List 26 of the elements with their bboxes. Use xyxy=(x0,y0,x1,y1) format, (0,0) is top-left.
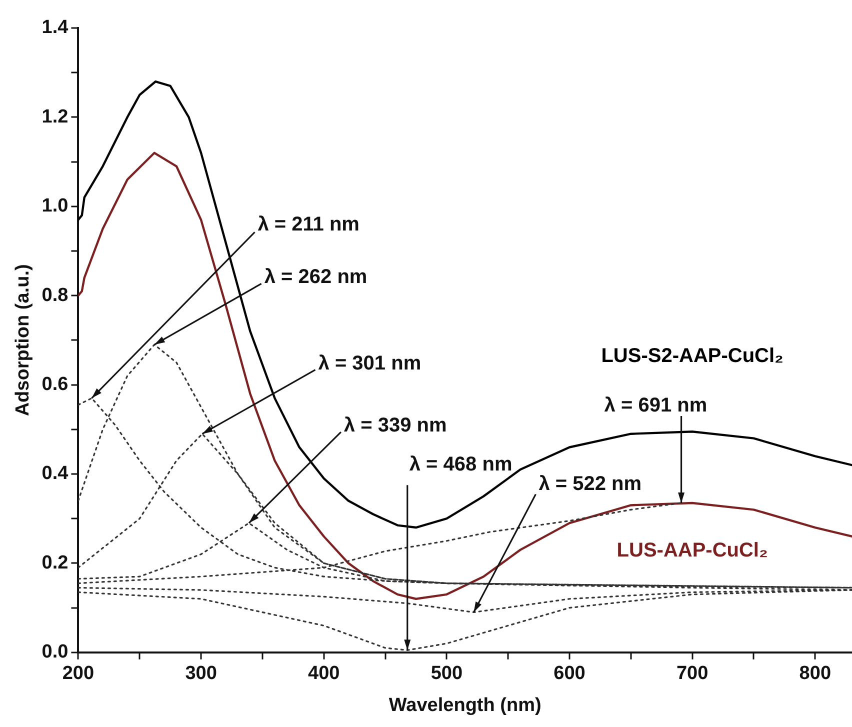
y-tick-label: 1.0 xyxy=(42,196,68,217)
y-axis-title: Adsorption (a.u.) xyxy=(12,264,34,416)
y-tick-label: 0.6 xyxy=(42,374,68,396)
y-tick-label: 0.0 xyxy=(42,642,68,663)
annotation: λ = 339 nm xyxy=(344,414,447,437)
series-label: LUS-AAP-CuCl₂ xyxy=(616,540,768,562)
y-tick-label: 1.4 xyxy=(42,17,69,38)
x-tick-label: 800 xyxy=(799,663,832,684)
annotation: λ = 301 nm xyxy=(318,352,422,374)
y-tick-label: 0.4 xyxy=(42,463,69,484)
annotation: λ = 211 nm xyxy=(258,214,360,236)
x-tick-label: 200 xyxy=(62,663,94,684)
annotation: λ = 522 nm xyxy=(538,472,642,495)
y-tick-label: 0.8 xyxy=(42,284,68,306)
annotation: λ = 468 nm xyxy=(409,454,512,476)
y-tick-label: 0.2 xyxy=(42,552,68,574)
x-tick-label: 300 xyxy=(185,663,217,684)
y-tick-label: 1.2 xyxy=(42,106,68,128)
x-tick-label: 400 xyxy=(308,663,340,684)
annotation: λ = 262 nm xyxy=(264,266,368,288)
x-tick-label: 600 xyxy=(554,663,586,684)
x-tick-label: 500 xyxy=(430,663,463,684)
annotation: λ = 691 nm xyxy=(604,394,708,417)
text: LUS-S2-AAP-CuCl₂ xyxy=(601,345,784,368)
x-tick-label: 700 xyxy=(676,663,708,684)
x-axis-title: Wavelength (nm) xyxy=(388,694,542,716)
